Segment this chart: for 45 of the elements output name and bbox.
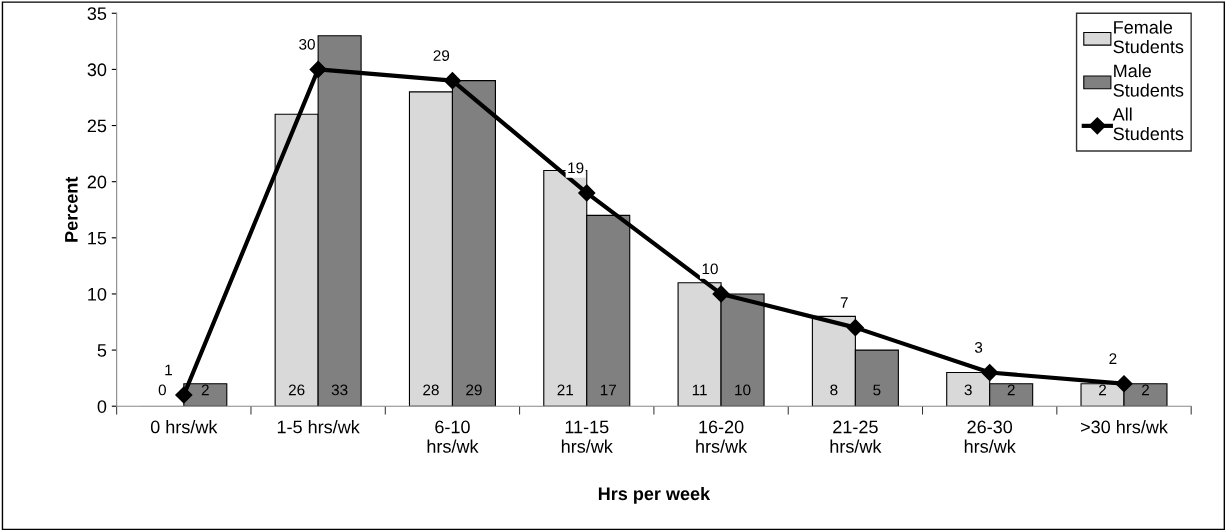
- data-label: 2: [201, 384, 209, 396]
- y-axis-title: Percent: [65, 176, 78, 242]
- data-label: 29: [433, 50, 450, 61]
- x-axis-title: Hrs per week: [598, 486, 711, 504]
- legend-label: Male Students: [1113, 64, 1184, 97]
- legend-label: Female Students: [1113, 20, 1184, 54]
- data-label: 7: [840, 297, 848, 308]
- x-tick-label: 0 hrs/wk: [150, 420, 218, 434]
- x-tick-label: >30 hrs/wk: [1080, 420, 1168, 434]
- x-tick-label: 21-25 hrs/wk: [830, 420, 882, 453]
- y-tick-label: 35: [87, 7, 107, 20]
- x-tick-label: 6-10 hrs/wk: [427, 420, 479, 453]
- data-label: 28: [423, 384, 439, 396]
- data-label: 1: [165, 364, 172, 376]
- data-label: 30: [299, 38, 315, 50]
- data-label: 3: [964, 384, 972, 396]
- data-label: 21: [557, 384, 574, 396]
- x-tick-label: 26-30 hrs/wk: [964, 420, 1016, 453]
- data-label: 33: [331, 384, 348, 396]
- y-tick-label: 0: [97, 400, 107, 413]
- data-label: 10: [702, 263, 718, 275]
- data-label: 3: [974, 342, 983, 353]
- data-label: 5: [873, 384, 881, 396]
- data-label: 19: [568, 162, 584, 174]
- y-tick-label: 10: [88, 287, 107, 301]
- data-label: 26: [288, 384, 305, 396]
- data-label: 0: [158, 384, 166, 396]
- y-tick-label: 20: [87, 175, 107, 189]
- data-label: 2: [1109, 353, 1117, 364]
- data-label: 11: [692, 384, 707, 396]
- x-tick-label: 16-20 hrs/wk: [696, 420, 748, 453]
- data-label: 8: [830, 384, 838, 396]
- y-tick-label: 30: [87, 63, 107, 77]
- x-tick-label: 11-15 hrs/wk: [561, 420, 613, 453]
- data-label: 2: [1099, 384, 1106, 396]
- data-label: 17: [600, 384, 616, 396]
- data-label: 2: [1007, 384, 1015, 396]
- legend-label: All Students: [1112, 107, 1184, 141]
- data-label: 2: [1142, 384, 1149, 396]
- data-label: 10: [735, 384, 751, 396]
- y-tick-label: 15: [88, 231, 107, 245]
- x-tick-label: 1-5 hrs/wk: [277, 420, 360, 434]
- data-label: 29: [466, 384, 482, 396]
- y-tick-label: 25: [87, 119, 107, 133]
- y-tick-label: 5: [97, 344, 107, 357]
